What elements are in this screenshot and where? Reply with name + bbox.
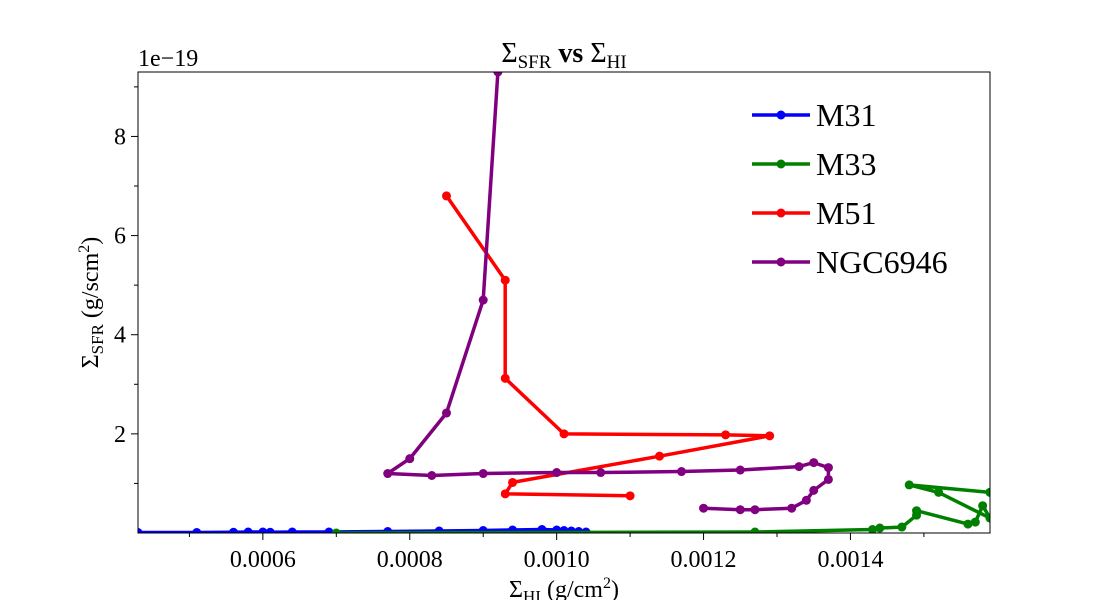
y-tick-label: 2 bbox=[114, 422, 126, 448]
data-point-ngc6946 bbox=[383, 469, 393, 479]
data-point-ngc6946 bbox=[809, 458, 819, 468]
ylabel-sub: SFR bbox=[88, 323, 107, 354]
data-point-ngc6946 bbox=[801, 495, 811, 505]
data-point-m33 bbox=[963, 519, 973, 529]
title-sub-hi: HI bbox=[607, 52, 627, 73]
data-point-m33 bbox=[904, 480, 914, 490]
series-line-m51 bbox=[445, 194, 772, 498]
data-point-m31 bbox=[287, 527, 297, 533]
data-point-m31 bbox=[258, 527, 268, 533]
data-point-ngc6946 bbox=[552, 468, 562, 478]
data-point-ngc6946 bbox=[787, 503, 797, 513]
data-point-ngc6946 bbox=[441, 408, 451, 418]
legend-label-m51: M51 bbox=[816, 195, 876, 231]
ylabel-end: ) bbox=[78, 237, 104, 245]
legend: M31 M33 M51 NGC6946 bbox=[752, 97, 948, 280]
data-point-m31 bbox=[138, 528, 143, 533]
y-tick-label: 8 bbox=[114, 124, 126, 150]
data-point-m51 bbox=[500, 275, 510, 285]
legend-marker-m31 bbox=[776, 110, 786, 120]
data-point-m51 bbox=[721, 430, 731, 440]
data-point-m51 bbox=[441, 191, 451, 201]
data-point-m33 bbox=[331, 528, 341, 533]
x-tick-label: 0.0010 bbox=[524, 547, 590, 573]
data-point-ngc6946 bbox=[596, 468, 606, 478]
data-point-m51 bbox=[500, 373, 510, 383]
data-point-ngc6946 bbox=[735, 505, 745, 515]
data-point-m33 bbox=[985, 513, 990, 523]
chart-title: ΣSFR vs ΣHI bbox=[501, 38, 626, 73]
x-axis-label: ΣHI (g/cm2) bbox=[509, 575, 619, 600]
data-point-ngc6946 bbox=[677, 467, 687, 477]
title-sigma: Σ bbox=[501, 38, 517, 69]
data-point-m33 bbox=[912, 506, 922, 516]
y-tick-label: 6 bbox=[114, 224, 126, 250]
xlabel-unit: (g/cm bbox=[541, 577, 603, 600]
data-point-m33 bbox=[750, 527, 760, 533]
plot-area-frame bbox=[137, 71, 991, 534]
x-tick-label: 0.0012 bbox=[671, 547, 737, 573]
legend-label-ngc6946: NGC6946 bbox=[816, 244, 948, 280]
legend-marker-m33 bbox=[776, 159, 786, 169]
legend-marker-ngc6946 bbox=[776, 257, 786, 267]
data-point-m51 bbox=[765, 431, 775, 441]
series-line-ngc6946 bbox=[385, 72, 831, 512]
ylabel-sigma: Σ bbox=[78, 354, 104, 368]
data-point-ngc6946 bbox=[823, 463, 833, 473]
ylabel-sup: 2 bbox=[76, 245, 93, 253]
xlabel-sup: 2 bbox=[603, 575, 611, 592]
data-point-m51 bbox=[508, 477, 518, 487]
data-point-ngc6946 bbox=[478, 469, 488, 479]
data-point-m31 bbox=[243, 527, 253, 533]
xlabel-sigma: Σ bbox=[509, 577, 523, 600]
ticks-layer: 0.0006 0.0008 0.0010 0.0012 0.0014 2 4 6 8 bbox=[114, 86, 925, 573]
legend-label-m33: M33 bbox=[816, 146, 876, 182]
x-tick-label: 0.0006 bbox=[230, 547, 296, 573]
data-point-ngc6946 bbox=[493, 72, 503, 77]
y-offset-text: 1e−19 bbox=[138, 46, 198, 72]
data-point-m33 bbox=[978, 501, 988, 511]
data-point-ngc6946 bbox=[427, 470, 437, 480]
data-point-m51 bbox=[654, 451, 664, 461]
data-point-ngc6946 bbox=[823, 474, 833, 484]
data-point-m33 bbox=[867, 525, 877, 533]
series-line-m33 bbox=[336, 483, 990, 533]
data-point-m51 bbox=[500, 489, 510, 499]
legend-marker-m51 bbox=[776, 208, 786, 218]
y-axis-label: ΣSFR (g/scm2) bbox=[76, 237, 107, 369]
data-point-ngc6946 bbox=[809, 485, 819, 495]
data-point-m33 bbox=[985, 487, 990, 497]
data-point-ngc6946 bbox=[405, 454, 415, 464]
data-point-ngc6946 bbox=[699, 503, 709, 513]
data-point-m31 bbox=[192, 528, 202, 533]
data-point-m33 bbox=[934, 487, 944, 497]
y-tick-label: 4 bbox=[114, 323, 126, 349]
data-point-m33 bbox=[897, 522, 907, 532]
ylabel-unit: (g/scm bbox=[78, 252, 104, 324]
data-point-ngc6946 bbox=[735, 465, 745, 475]
data-point-m31 bbox=[324, 527, 334, 533]
title-sub-sfr: SFR bbox=[518, 52, 552, 73]
x-tick-label: 0.0008 bbox=[377, 547, 443, 573]
x-tick-label: 0.0014 bbox=[817, 547, 883, 573]
xlabel-end: ) bbox=[611, 577, 619, 600]
title-sigma-2: Σ bbox=[590, 38, 606, 69]
data-point-m51 bbox=[559, 429, 569, 439]
title-vs: vs bbox=[551, 38, 590, 69]
data-point-ngc6946 bbox=[478, 295, 488, 305]
series-ngc6946 bbox=[383, 72, 833, 515]
series-m51 bbox=[441, 191, 775, 501]
data-point-m31 bbox=[228, 527, 238, 533]
xlabel-sub: HI bbox=[523, 587, 541, 600]
series-m33 bbox=[331, 480, 990, 533]
data-point-m51 bbox=[625, 491, 635, 501]
data-point-ngc6946 bbox=[750, 505, 760, 515]
data-point-m31 bbox=[265, 527, 275, 533]
data-point-ngc6946 bbox=[794, 462, 804, 472]
data-point-m33 bbox=[875, 523, 885, 533]
data-point-m33 bbox=[970, 517, 980, 527]
legend-label-m31: M31 bbox=[816, 97, 876, 133]
series-layer bbox=[138, 72, 990, 533]
